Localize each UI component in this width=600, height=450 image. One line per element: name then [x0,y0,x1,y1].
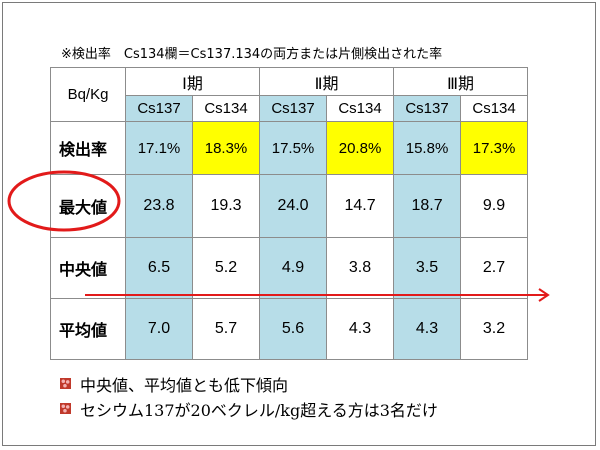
table-cell: 6.5 [125,237,193,299]
table-cell: 3.2 [460,298,529,360]
row-label: 平均値 [50,298,126,360]
flower-bullet-icon [60,378,71,389]
table-cell: 18.7 [393,174,462,238]
unit-corner-cell: Bq/Kg [50,67,126,122]
table-cell: 3.8 [326,237,395,299]
period-header-1: Ⅰ期 [124,67,261,96]
table-cell: 15.8% [393,121,462,175]
isotope-header: Cs134 [191,95,261,122]
table-cell: 20.8% [326,121,395,175]
note-text: ※検出率 Cs134欄＝Cs137.134の両方または片側検出された率 [61,47,443,62]
bullet-list: 中央値、平均値とも低下傾向 セシウム137が20ベクレル/kg超える方は3名だけ [60,371,438,421]
table-cell: 5.7 [191,298,261,360]
table-cell: 17.1% [125,121,193,175]
measurement-table: Bq/Kg Ⅰ期 Ⅱ期 Ⅲ期 Cs137 Cs134 Cs137 Cs134 C… [50,67,529,360]
isotope-header: Cs137 [125,95,193,122]
table-cell: 9.9 [460,174,529,238]
row-label: 中央値 [50,237,126,299]
isotope-header: Cs137 [393,95,462,122]
bullet-text: 中央値、平均値とも低下傾向 [80,375,289,395]
isotope-header: Cs137 [259,95,328,122]
table-cell: 5.6 [259,298,328,360]
table-row-mean: 平均値 7.0 5.7 5.6 4.3 4.3 3.2 [50,298,529,360]
table-cell: 17.3% [460,121,529,175]
period-header-row: Bq/Kg Ⅰ期 Ⅱ期 Ⅲ期 [50,67,529,122]
table-cell: 4.9 [259,237,328,299]
table-row-maximum: 最大値 23.8 19.3 24.0 14.7 18.7 9.9 [50,174,529,238]
table-cell: 23.8 [125,174,193,238]
table-cell: 24.0 [259,174,328,238]
table-cell: 17.5% [259,121,328,175]
isotope-header: Cs134 [460,95,529,122]
highlight-ellipse [7,170,121,232]
trend-arrow-head [538,288,550,302]
table-cell: 19.3 [191,174,261,238]
slide: ※検出率 Cs134欄＝Cs137.134の両方または片側検出された率 Bq/K… [2,2,596,446]
annotation-layer [7,170,550,302]
table-row-detection-rate: 検出率 17.1% 18.3% 17.5% 20.8% 15.8% 17.3% [50,121,529,175]
period-header-3: Ⅲ期 [393,67,529,96]
table-cell: 2.7 [460,237,529,299]
row-label: 検出率 [50,121,126,175]
flower-bullet-icon [60,403,71,414]
table-cell: 4.3 [326,298,395,360]
table-cell: 3.5 [393,237,462,299]
bullet-text: セシウム137が20ベクレル/kg超える方は3名だけ [80,400,438,420]
table-cell: 18.3% [191,121,261,175]
list-item: セシウム137が20ベクレル/kg超える方は3名だけ [60,396,438,421]
isotope-header-row: Cs137 Cs134 Cs137 Cs134 Cs137 Cs134 [51,95,529,122]
period-header-2: Ⅱ期 [259,67,395,96]
table-cell: 4.3 [393,298,462,360]
list-item: 中央値、平均値とも低下傾向 [60,371,438,396]
